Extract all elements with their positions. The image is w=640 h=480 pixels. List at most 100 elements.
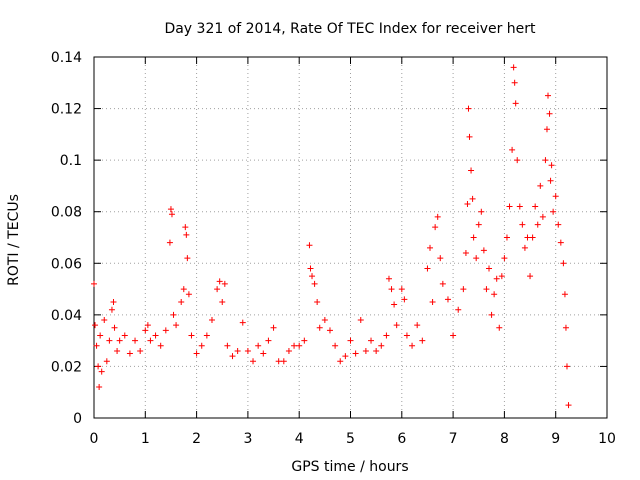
data-point xyxy=(180,286,187,293)
data-point xyxy=(126,350,133,357)
data-point xyxy=(198,342,205,349)
data-point xyxy=(121,332,128,339)
x-tick-label: 4 xyxy=(295,431,304,447)
data-point xyxy=(465,105,472,112)
data-point xyxy=(137,347,144,354)
data-point xyxy=(116,337,123,344)
data-point xyxy=(311,280,318,287)
data-point xyxy=(483,286,490,293)
data-point xyxy=(347,337,354,344)
data-point xyxy=(532,203,539,210)
x-tick-label: 0 xyxy=(90,431,99,447)
data-point xyxy=(147,337,154,344)
data-point xyxy=(103,358,110,365)
data-point xyxy=(473,255,480,262)
data-point xyxy=(468,167,475,174)
data-point xyxy=(469,195,476,202)
data-point xyxy=(321,317,328,324)
data-point xyxy=(403,332,410,339)
data-point xyxy=(460,286,467,293)
data-point xyxy=(529,234,536,241)
x-tick-label: 2 xyxy=(192,431,201,447)
data-point xyxy=(184,255,191,262)
data-point xyxy=(373,347,380,354)
x-tick-label: 6 xyxy=(397,431,406,447)
data-point xyxy=(545,92,552,99)
data-point xyxy=(429,298,436,305)
data-point xyxy=(110,298,117,305)
data-point xyxy=(524,234,531,241)
data-point xyxy=(91,280,97,287)
x-tick-label: 10 xyxy=(598,431,616,447)
data-point xyxy=(301,337,308,344)
data-point xyxy=(142,327,149,334)
data-point xyxy=(419,337,426,344)
data-point xyxy=(239,319,246,326)
y-tick-label: 0 xyxy=(73,411,82,427)
data-point xyxy=(475,221,482,228)
data-point xyxy=(560,260,567,267)
data-point xyxy=(307,265,314,272)
data-point xyxy=(316,324,323,331)
data-point xyxy=(555,221,562,228)
data-point xyxy=(221,280,228,287)
data-point xyxy=(214,286,221,293)
data-point xyxy=(401,296,408,303)
data-point xyxy=(503,234,510,241)
data-point xyxy=(157,342,164,349)
y-tick-label: 0.08 xyxy=(51,205,82,221)
x-tick-label: 8 xyxy=(500,431,509,447)
data-point xyxy=(512,100,519,107)
data-point xyxy=(182,224,189,231)
data-point xyxy=(326,327,333,334)
data-point xyxy=(101,317,108,324)
data-point xyxy=(97,332,104,339)
data-point xyxy=(506,203,513,210)
x-tick-label: 3 xyxy=(243,431,252,447)
data-point xyxy=(188,332,195,339)
y-tick-label: 0.12 xyxy=(51,102,82,118)
data-point xyxy=(470,234,477,241)
data-point xyxy=(501,255,508,262)
data-point xyxy=(362,347,369,354)
data-point xyxy=(162,327,169,334)
data-point xyxy=(98,368,105,375)
data-point xyxy=(511,79,518,86)
data-point xyxy=(306,242,313,249)
y-tick-label: 0.1 xyxy=(60,153,82,169)
data-point xyxy=(550,208,557,215)
data-point xyxy=(537,182,544,189)
data-point xyxy=(563,363,570,370)
data-point xyxy=(444,296,451,303)
data-point xyxy=(309,273,316,280)
data-point xyxy=(491,291,498,298)
x-tick-label: 9 xyxy=(551,431,560,447)
data-point xyxy=(152,332,159,339)
grid-lines xyxy=(94,57,607,418)
chart-title: Day 321 of 2014, Rate Of TEC Index for r… xyxy=(164,21,536,37)
data-point xyxy=(92,322,99,329)
data-point xyxy=(337,358,344,365)
data-point xyxy=(493,275,500,282)
data-point xyxy=(265,337,272,344)
data-point xyxy=(527,273,534,280)
data-point xyxy=(510,64,517,71)
data-point xyxy=(106,337,113,344)
data-point xyxy=(547,177,554,184)
x-axis-label: GPS time / hours xyxy=(291,459,408,475)
y-tick-label: 0.14 xyxy=(51,50,82,66)
data-point xyxy=(462,249,469,256)
data-point xyxy=(219,298,226,305)
data-point xyxy=(439,280,446,287)
data-point xyxy=(260,350,267,357)
data-point xyxy=(108,306,115,313)
data-point xyxy=(398,286,405,293)
data-point xyxy=(342,353,349,360)
data-point xyxy=(521,244,528,251)
data-point xyxy=(385,275,392,282)
data-point xyxy=(565,402,572,409)
data-point xyxy=(478,208,485,215)
data-point xyxy=(183,231,190,238)
data-point xyxy=(391,301,398,308)
